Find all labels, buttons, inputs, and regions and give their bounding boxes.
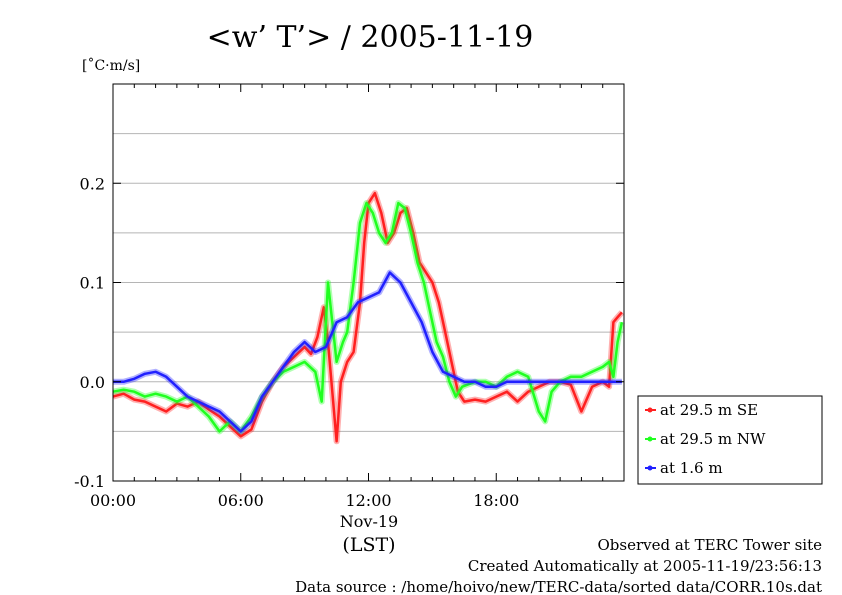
x-tick-label-1: 06:00	[218, 491, 264, 510]
footer-line-1: Observed at TERC Tower site	[597, 536, 822, 554]
footer-line-3: Data source : /home/hoivo/new/TERC-data/…	[295, 578, 822, 595]
legend: at 29.5 m SE at 29.5 m NW at 1.6 m	[637, 395, 823, 485]
chart-title: <w’ T’> / 2005-11-19	[207, 20, 534, 55]
y-tick-label-0: -0.1	[74, 472, 105, 491]
tick-labels: 00:00 06:00 12:00 18:00 -0.1 0.0 0.1 0.2	[74, 174, 519, 510]
y-tick-label-3: 0.2	[80, 174, 105, 193]
legend-label-1: at 29.5 m NW	[660, 430, 766, 448]
ticks	[112, 84, 624, 482]
x-tick-label-2: 12:00	[345, 491, 391, 510]
gridlines	[113, 133, 624, 432]
legend-label-0: at 29.5 m SE	[660, 401, 758, 419]
legend-swatch-marker-0	[647, 407, 653, 413]
legend-items: at 29.5 m SE at 29.5 m NW at 1.6 m	[645, 401, 766, 477]
legend-label-2: at 1.6 m	[660, 459, 723, 477]
legend-swatch-marker-2	[647, 465, 653, 471]
legend-box	[637, 395, 823, 485]
legend-swatch-marker-1	[647, 436, 653, 442]
footer-line-2: Created Automatically at 2005-11-19/23:5…	[468, 557, 822, 575]
series-line-0	[112, 191, 623, 443]
series-layer	[112, 190, 625, 445]
x-tick-label-3: 18:00	[473, 491, 519, 510]
y-tick-label-2: 0.1	[80, 274, 105, 293]
footer: Observed at TERC Tower site Created Auto…	[295, 536, 822, 595]
x-date-label: Nov-19	[340, 512, 398, 531]
series-line-2	[113, 271, 622, 433]
series-line-1	[112, 201, 624, 433]
series-halo-0	[112, 190, 625, 445]
x-axis-label: (LST)	[342, 534, 395, 556]
x-tick-label-0: 00:00	[90, 491, 136, 510]
y-tick-label-1: 0.0	[80, 373, 105, 392]
y-axis-unit-label: [˚C·m/s]	[82, 57, 140, 74]
